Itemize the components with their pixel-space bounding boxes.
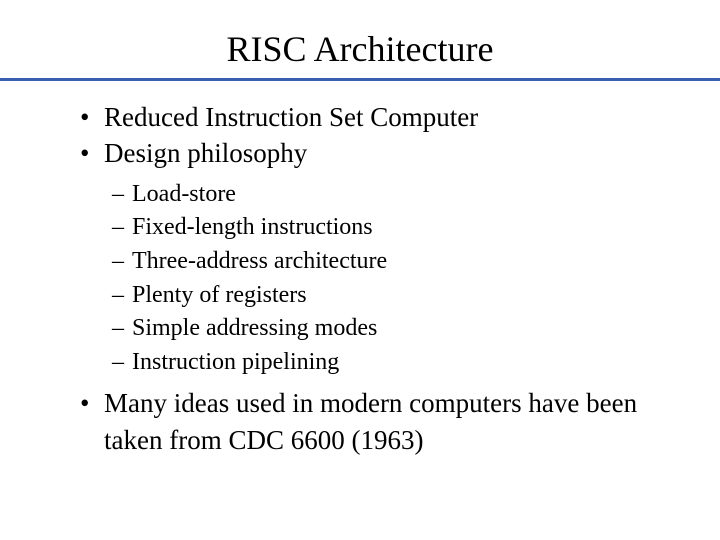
- sub-bullet-item: Three-address architecture: [112, 245, 660, 279]
- sub-bullet-item: Instruction pipelining: [112, 346, 660, 380]
- sub-bullet-item: Plenty of registers: [112, 279, 660, 313]
- main-bullet-list: Reduced Instruction Set Computer Design …: [60, 99, 660, 458]
- slide-container: RISC Architecture Reduced Instruction Se…: [0, 0, 720, 540]
- bullet-item: Reduced Instruction Set Computer: [80, 99, 660, 135]
- sub-bullet-item: Simple addressing modes: [112, 312, 660, 346]
- bullet-item: Design philosophy: [80, 135, 660, 171]
- sub-bullet-list: Load-store Fixed-length instructions Thr…: [80, 178, 660, 380]
- sub-bullet-item: Load-store: [112, 178, 660, 212]
- sub-bullet-item: Fixed-length instructions: [112, 211, 660, 245]
- slide-title: RISC Architecture: [60, 20, 660, 70]
- title-divider: [0, 78, 720, 81]
- bullet-item: Many ideas used in modern computers have…: [80, 385, 660, 458]
